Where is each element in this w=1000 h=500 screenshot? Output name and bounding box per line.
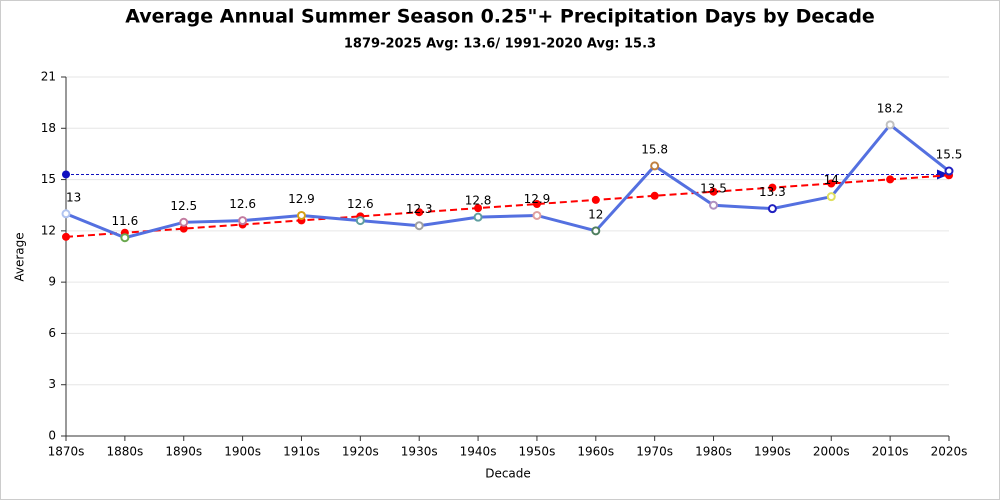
y-tick-label: 3 xyxy=(48,377,56,391)
reference-start xyxy=(62,170,70,179)
data-label: 14 xyxy=(824,173,839,187)
x-tick-label: 1870s xyxy=(48,445,85,459)
x-tick-label: 1880s xyxy=(106,445,143,459)
data-label: 12.6 xyxy=(347,197,374,211)
trend-point xyxy=(415,208,424,217)
data-label: 12.5 xyxy=(170,199,197,213)
trend-point xyxy=(179,224,188,233)
x-tick-label: 2000s xyxy=(813,445,850,459)
x-tick-label: 1950s xyxy=(519,445,556,459)
data-label: 18.2 xyxy=(877,101,904,115)
x-tick-label: 1960s xyxy=(577,445,614,459)
x-tick-label: 1970s xyxy=(636,445,673,459)
data-point xyxy=(61,209,71,219)
x-tick-label: 2020s xyxy=(931,445,968,459)
trend-point xyxy=(650,191,659,200)
data-point xyxy=(179,217,189,227)
y-tick-label: 12 xyxy=(41,223,56,237)
x-tick-label: 1930s xyxy=(401,445,438,459)
chart-title: Average Annual Summer Season 0.25"+ Prec… xyxy=(125,6,875,28)
x-tick-label: 1980s xyxy=(695,445,732,459)
data-point xyxy=(238,216,248,226)
data-point xyxy=(296,210,306,220)
y-tick-label: 18 xyxy=(41,121,56,135)
data-point xyxy=(709,200,719,210)
data-point xyxy=(650,161,660,171)
trend-point xyxy=(768,183,777,192)
trend-point xyxy=(709,187,718,196)
trend-point xyxy=(532,200,541,209)
data-point xyxy=(120,233,130,243)
x-tick-label: 1940s xyxy=(460,445,497,459)
data-point xyxy=(767,204,777,214)
data-label: 13.5 xyxy=(700,182,727,196)
chart-subtitle: 1879-2025 Avg: 13.6/ 1991-2020 Avg: 15.3 xyxy=(344,37,656,52)
data-label: 12.9 xyxy=(524,192,551,206)
y-tick-label: 0 xyxy=(48,429,56,443)
x-tick-label: 2010s xyxy=(872,445,909,459)
data-point xyxy=(532,210,542,220)
data-point xyxy=(473,212,483,222)
data-label: 15.8 xyxy=(641,142,668,156)
y-tick-label: 21 xyxy=(41,70,56,84)
data-line xyxy=(65,122,950,240)
y-tick-label: 9 xyxy=(48,275,56,289)
x-tick-label: 1900s xyxy=(224,445,261,459)
trend-point xyxy=(591,195,600,204)
data-point xyxy=(826,192,836,202)
trend-line xyxy=(65,174,950,238)
x-tick-label: 1890s xyxy=(165,445,202,459)
trend-point xyxy=(886,175,895,184)
data-point xyxy=(944,166,954,176)
data-label: 15.5 xyxy=(936,148,963,162)
trend-point xyxy=(827,179,836,188)
data-label: 13 xyxy=(66,190,81,204)
trend-point xyxy=(474,204,483,213)
x-tick-label: 1910s xyxy=(283,445,320,459)
data-label: 13.3 xyxy=(759,185,786,199)
data-label: 12.3 xyxy=(406,202,433,216)
data-label: 12.9 xyxy=(288,192,315,206)
x-axis-title: Decade xyxy=(485,467,531,481)
y-tick-label: 6 xyxy=(48,326,56,340)
data-point xyxy=(414,221,424,231)
data-point xyxy=(355,216,365,226)
data-label: 12.8 xyxy=(465,194,492,208)
data-point xyxy=(591,226,601,236)
data-label: 11.6 xyxy=(112,214,139,228)
data-label: 12.6 xyxy=(229,197,256,211)
trend-point xyxy=(62,232,70,241)
y-tick-label: 15 xyxy=(41,172,56,186)
y-axis-title: Average xyxy=(13,232,27,281)
x-tick-label: 1990s xyxy=(754,445,791,459)
data-label: 12 xyxy=(588,207,603,221)
reference-arrow xyxy=(937,169,949,180)
data-point xyxy=(885,120,895,130)
x-tick-label: 1920s xyxy=(342,445,379,459)
